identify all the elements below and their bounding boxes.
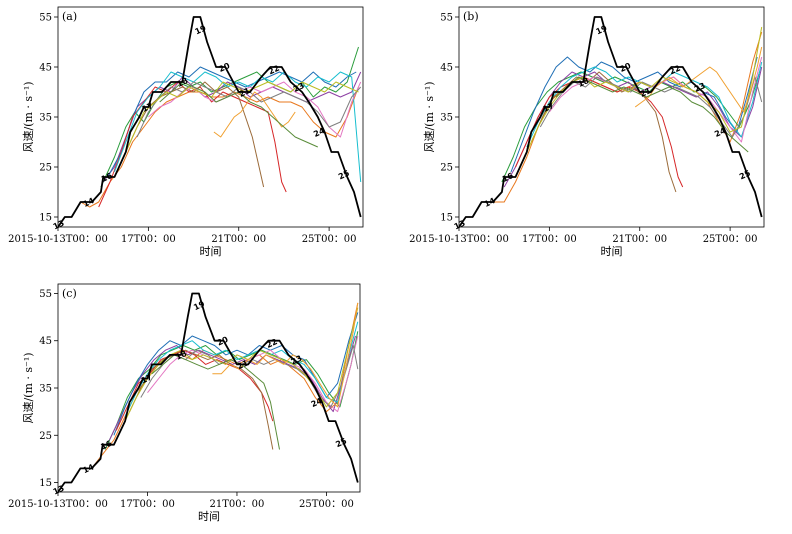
day-marker-label: 25 bbox=[334, 436, 348, 449]
series-line-ensemble-5 bbox=[515, 76, 684, 188]
series-line-observed bbox=[459, 16, 763, 227]
chart-panel-2: (b) 15 25 35 45 55 2015-10-13T00：00 17T00：00 21T… bbox=[409, 6, 765, 258]
day-marker-label: 21 bbox=[238, 86, 252, 99]
series-line-ensemble-7 bbox=[530, 71, 677, 193]
day-marker-label: 14 bbox=[483, 196, 497, 209]
day-marker-label: 16 bbox=[100, 171, 114, 184]
day-marker-label: 24 bbox=[713, 126, 727, 139]
y-tick-label: 15 bbox=[39, 478, 52, 489]
x-tick-label: 25T00：00 bbox=[299, 499, 354, 510]
x-tick-label: 17T00：00 bbox=[120, 499, 175, 510]
day-marker-label: 17 bbox=[542, 101, 556, 114]
day-marker-label: 19 bbox=[192, 299, 206, 312]
day-marker-label: 19 bbox=[194, 23, 208, 36]
y-tick-label: 55 bbox=[39, 289, 52, 300]
x-axis-title: 时间 bbox=[200, 245, 222, 258]
series-line-ensemble-11 bbox=[213, 91, 296, 138]
series-line-ensemble-7 bbox=[125, 81, 265, 188]
day-marker-label: 14 bbox=[81, 462, 95, 475]
y-tick-label: 35 bbox=[39, 384, 52, 395]
day-marker-label: 22 bbox=[267, 64, 281, 77]
y-axis-title: 风速/(m · s⁻¹) bbox=[423, 81, 436, 152]
y-tick-label: 25 bbox=[440, 163, 453, 174]
day-marker-label: 20 bbox=[216, 335, 230, 348]
day-marker-label: 13 bbox=[52, 219, 66, 232]
series-line-ensemble-7 bbox=[129, 349, 274, 450]
day-marker-label: 16 bbox=[99, 439, 113, 452]
y-tick-label: 25 bbox=[39, 431, 52, 442]
series-line-ensemble-12 bbox=[555, 76, 749, 153]
day-marker-label: 20 bbox=[618, 61, 632, 74]
day-marker-label: 18 bbox=[176, 76, 190, 89]
day-marker-label: 17 bbox=[140, 373, 154, 386]
day-marker-label: 19 bbox=[595, 23, 609, 36]
x-tick-label: 25T00：00 bbox=[703, 234, 758, 245]
series-line-ensemble-2 bbox=[104, 331, 359, 450]
y-tick-label: 35 bbox=[39, 113, 52, 124]
series-group bbox=[58, 16, 362, 227]
y-tick-label: 15 bbox=[39, 213, 52, 224]
day-marker-label: 24 bbox=[310, 396, 324, 409]
x-tick-label: 25T00：00 bbox=[302, 234, 357, 245]
day-marker-label: 23 bbox=[290, 354, 304, 367]
panel-label: (c) bbox=[62, 287, 77, 300]
day-marker-label: 16 bbox=[501, 171, 515, 184]
day-marker-label: 17 bbox=[141, 101, 155, 114]
day-marker-label: 22 bbox=[668, 64, 682, 77]
x-tick-label: 2015-10-13T00：00 bbox=[8, 234, 108, 245]
day-marker-label: 18 bbox=[577, 76, 591, 89]
day-marker-label: 24 bbox=[312, 126, 326, 139]
y-tick-label: 45 bbox=[440, 63, 453, 74]
chart-panel-1: (a) 15 25 35 45 55 2015-10-13T00：00 17T00：00 21T… bbox=[8, 6, 364, 258]
y-tick-label: 15 bbox=[440, 213, 453, 224]
series-line-observed bbox=[58, 16, 362, 227]
series-group bbox=[459, 16, 763, 227]
day-marker-label: 14 bbox=[82, 196, 96, 209]
y-tick-label: 55 bbox=[440, 13, 453, 24]
chart-panel-3: (c) 15 25 35 45 55 2015-10-13T00：00 17T00：00 21T… bbox=[8, 283, 361, 523]
day-marker-label: 25 bbox=[337, 168, 351, 181]
x-tick-label: 21T00：00 bbox=[612, 234, 667, 245]
x-tick-label: 21T00：00 bbox=[210, 499, 265, 510]
y-tick-label: 25 bbox=[39, 163, 52, 174]
day-marker-label: 20 bbox=[217, 61, 231, 74]
series-line-ensemble-11 bbox=[634, 46, 763, 113]
y-tick-label: 55 bbox=[39, 13, 52, 24]
x-tick-label: 2015-10-13T00：00 bbox=[409, 234, 509, 245]
day-marker-label: 13 bbox=[453, 219, 467, 232]
series-line-ensemble-3 bbox=[109, 335, 356, 441]
day-marker-label: 23 bbox=[292, 81, 306, 94]
day-marker-label: 23 bbox=[693, 81, 707, 94]
panel-label: (b) bbox=[463, 10, 479, 23]
day-marker-label: 25 bbox=[738, 168, 752, 181]
series-line-ensemble-6 bbox=[114, 71, 362, 183]
series-line-ensemble-5 bbox=[98, 81, 287, 208]
day-marker-label: 21 bbox=[236, 358, 250, 371]
x-tick-label: 17T00：00 bbox=[522, 234, 577, 245]
x-tick-label: 2015-10-13T00：00 bbox=[8, 499, 108, 510]
x-tick-label: 17T00：00 bbox=[121, 234, 176, 245]
series-group bbox=[58, 292, 359, 492]
series-line-ensemble-10 bbox=[120, 81, 359, 163]
x-tick-label: 21T00：00 bbox=[211, 234, 266, 245]
day-marker-label: 22 bbox=[265, 337, 279, 350]
series-line-ensemble-11 bbox=[212, 302, 359, 408]
series-line-observed bbox=[58, 292, 359, 492]
day-marker-label: 13 bbox=[52, 484, 66, 497]
x-axis-title: 时间 bbox=[601, 245, 623, 258]
y-axis-title: 风速/(m · s⁻¹) bbox=[22, 352, 35, 423]
day-marker-label: 21 bbox=[639, 86, 653, 99]
y-tick-label: 45 bbox=[39, 336, 52, 347]
y-tick-label: 35 bbox=[440, 113, 453, 124]
series-line-ensemble-9 bbox=[539, 76, 763, 138]
y-tick-label: 45 bbox=[39, 63, 52, 74]
x-axis-title: 时间 bbox=[198, 510, 220, 523]
y-axis-title: 风速/(m · s⁻¹) bbox=[22, 81, 35, 152]
panel-label: (a) bbox=[62, 10, 77, 23]
day-marker-label: 18 bbox=[174, 349, 188, 362]
